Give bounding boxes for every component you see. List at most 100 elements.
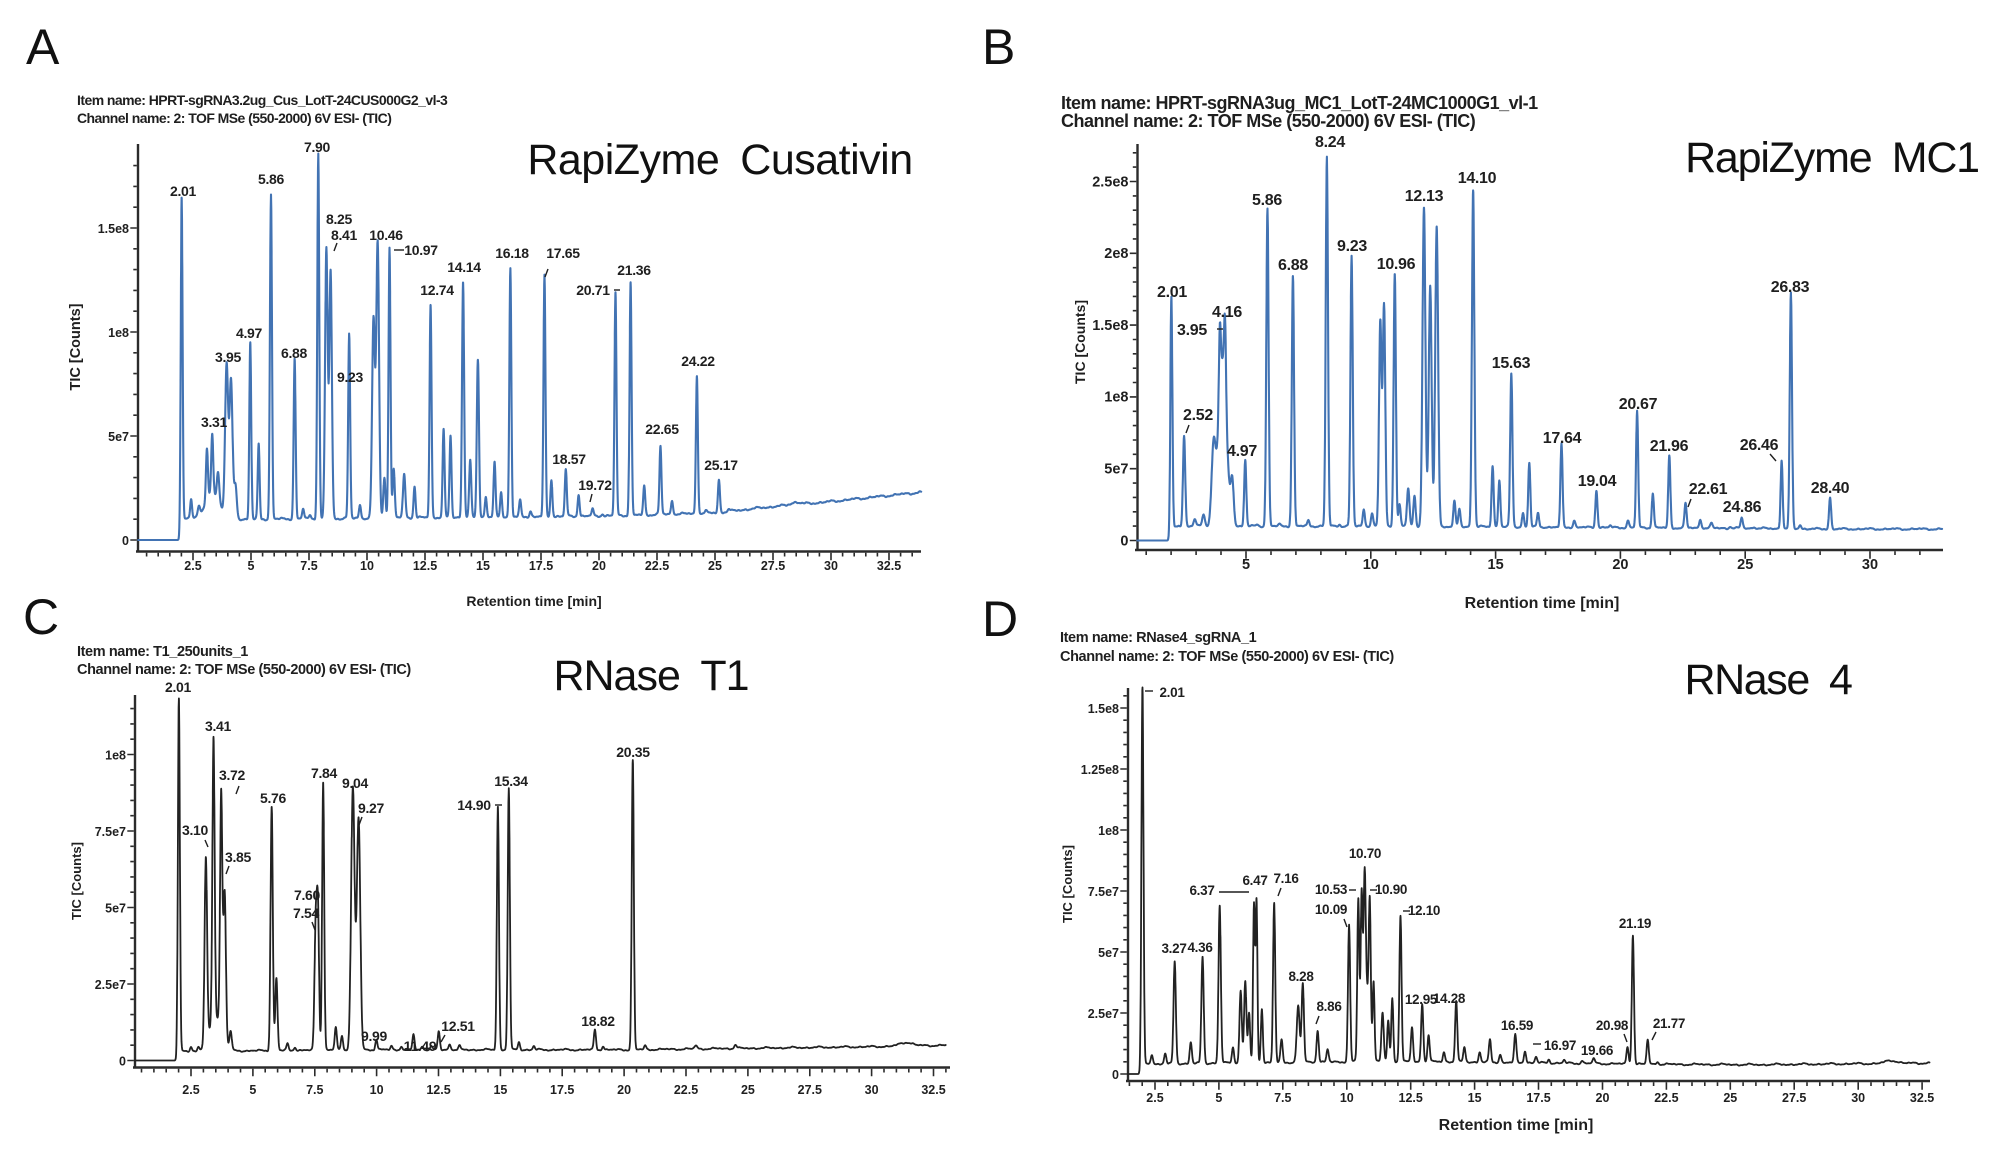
svg-text:15.63: 15.63 xyxy=(1492,355,1531,372)
svg-text:26.46: 26.46 xyxy=(1740,437,1779,454)
svg-text:12.95: 12.95 xyxy=(1405,992,1438,1007)
svg-text:12.13: 12.13 xyxy=(1405,188,1444,205)
svg-text:2.5: 2.5 xyxy=(184,559,201,573)
svg-text:5: 5 xyxy=(248,559,255,573)
svg-text:4.16: 4.16 xyxy=(1212,304,1242,321)
svg-text:2e8: 2e8 xyxy=(1104,246,1128,262)
svg-text:28.40: 28.40 xyxy=(1811,480,1850,497)
svg-text:7.84: 7.84 xyxy=(311,765,338,781)
svg-text:18.82: 18.82 xyxy=(581,1013,615,1029)
svg-text:2.5e7: 2.5e7 xyxy=(1088,1007,1119,1021)
svg-text:20: 20 xyxy=(617,1083,631,1097)
svg-text:15: 15 xyxy=(493,1083,507,1097)
svg-text:18.57: 18.57 xyxy=(552,451,586,467)
svg-text:2.52: 2.52 xyxy=(1183,407,1213,424)
svg-text:24.22: 24.22 xyxy=(681,353,715,369)
svg-text:12.10: 12.10 xyxy=(1408,903,1440,918)
svg-text:1e8: 1e8 xyxy=(105,748,126,762)
svg-text:25.17: 25.17 xyxy=(704,457,738,473)
svg-text:9.23: 9.23 xyxy=(337,369,364,385)
svg-text:B: B xyxy=(982,19,1015,75)
svg-text:1.5e8: 1.5e8 xyxy=(1092,318,1128,334)
svg-text:Retention time [min]: Retention time [min] xyxy=(1439,1117,1594,1134)
svg-text:3.10: 3.10 xyxy=(182,822,209,838)
svg-text:2.01: 2.01 xyxy=(170,183,197,199)
svg-text:Channel name: 2: TOF MSe (550-: Channel name: 2: TOF MSe (550-2000) 6V E… xyxy=(1061,111,1476,131)
svg-text:10: 10 xyxy=(370,1083,384,1097)
svg-text:5.86: 5.86 xyxy=(258,171,285,187)
svg-text:7.5: 7.5 xyxy=(300,559,317,573)
svg-text:20: 20 xyxy=(592,559,606,573)
svg-text:0: 0 xyxy=(122,534,129,548)
svg-text:30: 30 xyxy=(824,559,838,573)
svg-text:5e7: 5e7 xyxy=(1098,946,1119,960)
svg-text:15: 15 xyxy=(1468,1091,1482,1105)
svg-text:5e7: 5e7 xyxy=(1104,462,1128,478)
svg-text:Channel name: 2: TOF MSe (550-: Channel name: 2: TOF MSe (550-2000) 6V E… xyxy=(1060,649,1394,665)
svg-text:2.5: 2.5 xyxy=(182,1083,199,1097)
svg-text:8.28: 8.28 xyxy=(1288,969,1314,984)
svg-text:20.98: 20.98 xyxy=(1596,1018,1629,1033)
svg-text:32.5: 32.5 xyxy=(1910,1091,1934,1105)
svg-text:30: 30 xyxy=(1862,557,1878,573)
svg-text:19.72: 19.72 xyxy=(578,477,612,493)
svg-text:27.5: 27.5 xyxy=(798,1083,822,1097)
svg-text:3.31: 3.31 xyxy=(201,414,228,430)
svg-text:6.37: 6.37 xyxy=(1189,883,1214,898)
svg-text:7.90: 7.90 xyxy=(304,139,331,155)
svg-text:8.24: 8.24 xyxy=(1315,134,1345,151)
svg-text:7.5: 7.5 xyxy=(306,1083,323,1097)
svg-text:A: A xyxy=(26,19,60,75)
svg-text:7.5e7: 7.5e7 xyxy=(1088,885,1119,899)
svg-text:Item name: HPRT-sgRNA3ug_MC1_L: Item name: HPRT-sgRNA3ug_MC1_LotT-24MC10… xyxy=(1061,93,1538,113)
svg-text:6.88: 6.88 xyxy=(281,345,308,361)
svg-text:1.25e8: 1.25e8 xyxy=(1081,763,1119,777)
svg-text:Retention time [min]: Retention time [min] xyxy=(1465,595,1620,612)
svg-text:10.46: 10.46 xyxy=(369,227,403,243)
svg-text:Item name: RNase4_sgRNA_1: Item name: RNase4_sgRNA_1 xyxy=(1060,630,1257,646)
svg-text:8.25: 8.25 xyxy=(326,211,353,227)
svg-text:30: 30 xyxy=(1851,1091,1865,1105)
svg-text:22.65: 22.65 xyxy=(645,421,679,437)
svg-text:10: 10 xyxy=(1340,1091,1354,1105)
svg-text:25: 25 xyxy=(741,1083,755,1097)
svg-text:15.34: 15.34 xyxy=(494,773,528,789)
svg-text:20.35: 20.35 xyxy=(616,744,650,760)
svg-text:0: 0 xyxy=(1120,533,1128,549)
svg-text:10.70: 10.70 xyxy=(1349,846,1381,861)
svg-text:1e8: 1e8 xyxy=(1104,390,1128,406)
svg-text:11.49: 11.49 xyxy=(404,1038,437,1054)
svg-text:30: 30 xyxy=(865,1083,879,1097)
svg-text:17.5: 17.5 xyxy=(1526,1091,1550,1105)
svg-text:3.85: 3.85 xyxy=(225,849,252,865)
svg-text:2.5e7: 2.5e7 xyxy=(95,978,126,992)
svg-text:RapiZyme Cusativin: RapiZyme Cusativin xyxy=(527,136,912,184)
svg-text:12.51: 12.51 xyxy=(441,1018,475,1034)
svg-text:3.72: 3.72 xyxy=(219,767,246,783)
svg-text:16.59: 16.59 xyxy=(1501,1018,1533,1033)
svg-text:27.5: 27.5 xyxy=(761,559,785,573)
svg-text:10: 10 xyxy=(360,559,374,573)
svg-text:7.60: 7.60 xyxy=(294,887,321,903)
svg-text:14.28: 14.28 xyxy=(1433,991,1466,1006)
svg-text:5e7: 5e7 xyxy=(108,430,129,444)
svg-text:10.90: 10.90 xyxy=(1375,882,1407,897)
svg-text:TIC [Counts]: TIC [Counts] xyxy=(1072,300,1088,384)
svg-text:22.5: 22.5 xyxy=(645,559,669,573)
svg-text:15: 15 xyxy=(476,559,490,573)
svg-text:21.96: 21.96 xyxy=(1650,438,1689,455)
svg-text:17.5: 17.5 xyxy=(550,1083,574,1097)
svg-text:22.61: 22.61 xyxy=(1689,481,1728,498)
svg-text:27.5: 27.5 xyxy=(1782,1091,1806,1105)
svg-text:TIC [Counts]: TIC [Counts] xyxy=(1060,845,1075,923)
svg-text:3.95: 3.95 xyxy=(215,349,242,365)
svg-text:6.88: 6.88 xyxy=(1278,257,1308,274)
svg-text:D: D xyxy=(982,591,1018,647)
svg-text:32.5: 32.5 xyxy=(921,1083,945,1097)
svg-text:8.41: 8.41 xyxy=(331,227,358,243)
svg-text:20.67: 20.67 xyxy=(1619,396,1658,413)
svg-text:Channel name: 2: TOF MSe (550-: Channel name: 2: TOF MSe (550-2000) 6V E… xyxy=(77,662,411,678)
svg-text:32.5: 32.5 xyxy=(877,559,901,573)
svg-text:19.66: 19.66 xyxy=(1581,1043,1614,1058)
svg-text:14.90: 14.90 xyxy=(457,797,491,813)
